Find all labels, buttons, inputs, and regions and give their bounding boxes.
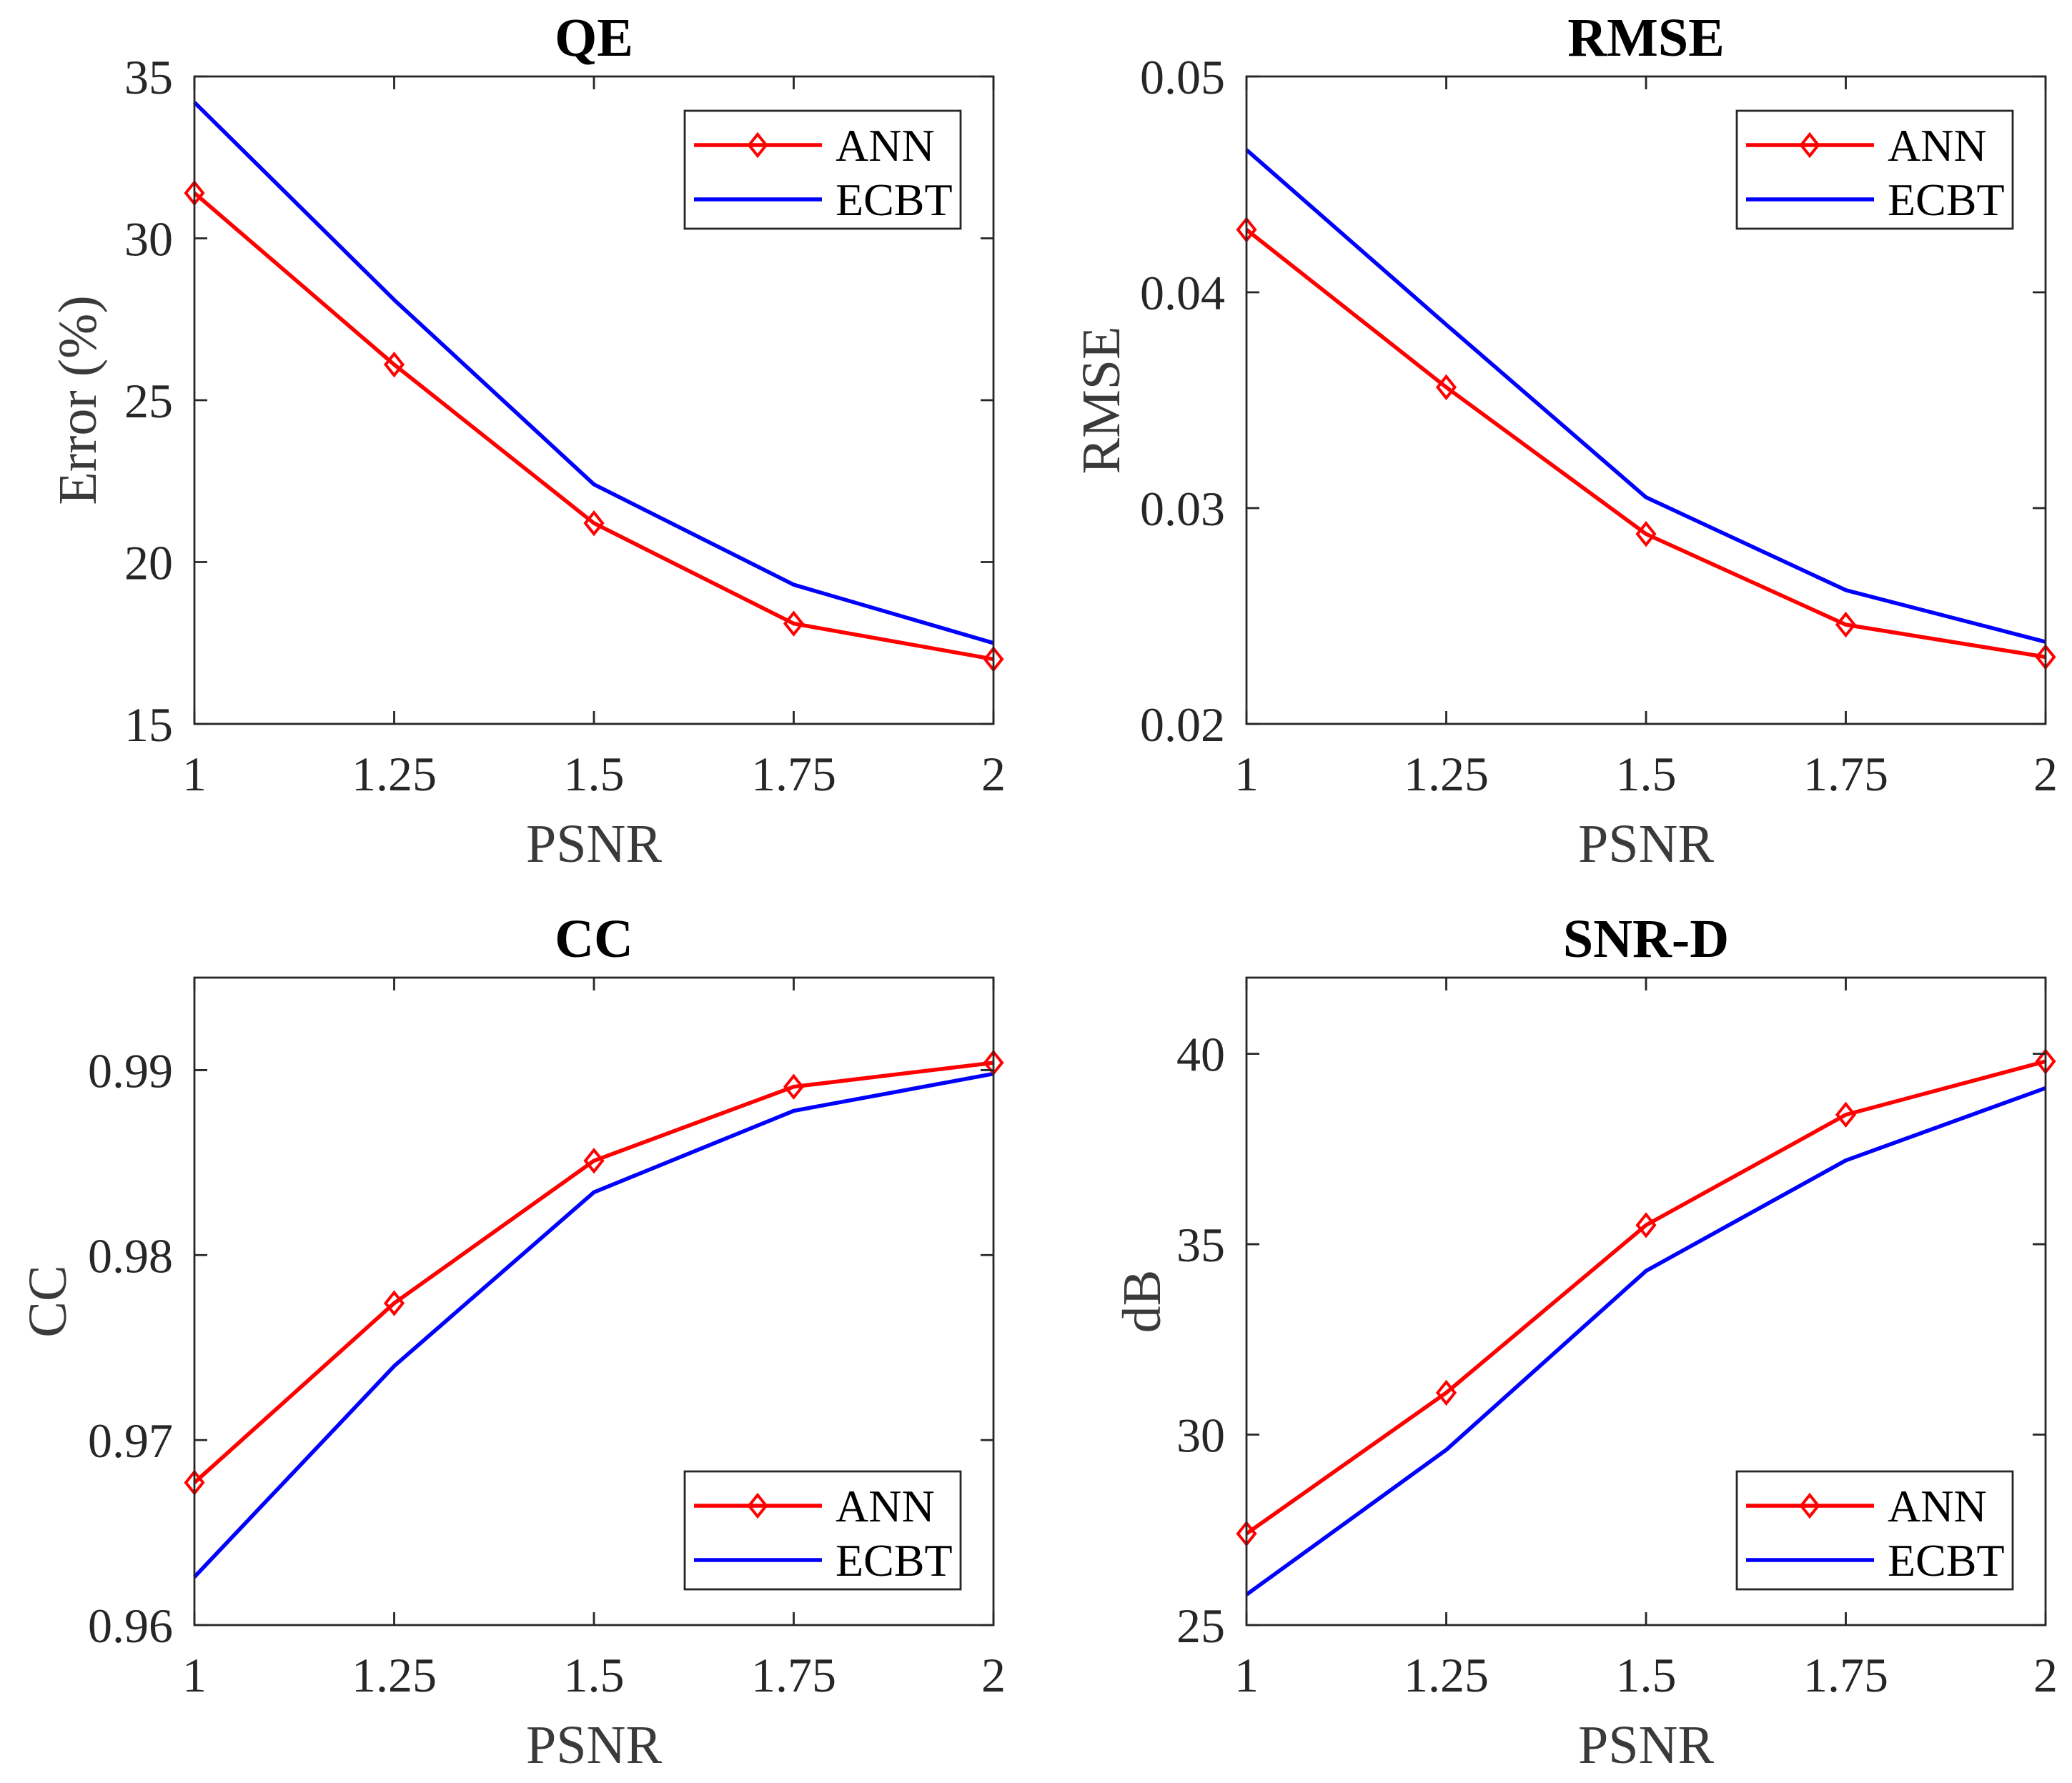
y-tick-label: 0.98 xyxy=(88,1228,173,1283)
legend-label-ecbt: ECBT xyxy=(836,174,953,225)
x-tick-label: 1.75 xyxy=(751,1648,836,1702)
y-tick-label: 40 xyxy=(1176,1028,1225,1082)
y-tick-label: 0.02 xyxy=(1140,697,1225,752)
x-tick-label: 1.5 xyxy=(1616,747,1677,801)
x-axis-label: PSNR xyxy=(1578,814,1714,874)
y-tick-label: 35 xyxy=(1176,1218,1225,1272)
legend-box xyxy=(1735,1470,2014,1591)
legend-label-ecbt: ECBT xyxy=(1888,174,2005,225)
series-line-ecbt xyxy=(193,1071,994,1579)
legend-marker-ann xyxy=(747,1492,768,1519)
y-axis-label: Error (%) xyxy=(48,295,108,505)
chart-qe: 1 1.25 1.5 1.75 2 15 20 25 30 35 QE PSNR Error (%) AN… xyxy=(48,8,1006,874)
x-tick-label: 2 xyxy=(981,747,1006,801)
data-point-ann xyxy=(383,1290,405,1316)
x-tick-label: 2 xyxy=(2033,1648,2058,1702)
data-point-ann xyxy=(1835,611,1857,638)
x-tick-label: 1 xyxy=(1234,747,1259,801)
legend-label-ann: ANN xyxy=(836,120,935,171)
x-tick-label: 1 xyxy=(1234,1648,1259,1702)
data-point-ann xyxy=(583,1148,605,1174)
x-tick-label: 2 xyxy=(2033,747,2058,801)
chart-cc: 1 1.25 1.5 1.75 2 0.96 0.97 0.98 0.99 CC PSNR CC ANN… xyxy=(18,909,1006,1775)
legend-marker-ann xyxy=(1799,1492,1820,1519)
y-tick-label: 20 xyxy=(124,536,173,590)
y-tick-label: 25 xyxy=(1176,1599,1225,1653)
x-tick-label: 1.25 xyxy=(1404,1648,1489,1702)
data-point-ann xyxy=(783,610,805,637)
x-tick-label: 1.25 xyxy=(352,747,437,801)
data-point-ann xyxy=(383,351,405,378)
x-tick-label: 1.25 xyxy=(352,1648,437,1702)
chart-title: CC xyxy=(555,909,633,969)
chart-title: SNR-D xyxy=(1563,909,1729,969)
y-axis-label: CC xyxy=(18,1265,78,1337)
data-point-ann xyxy=(1635,1212,1657,1238)
legend-label-ann: ANN xyxy=(836,1481,935,1531)
y-axis-label: dB xyxy=(1112,1270,1172,1333)
legend-label-ecbt: ECBT xyxy=(1888,1535,2005,1586)
legend-box xyxy=(683,1470,962,1591)
series-line-ann xyxy=(1245,228,2046,660)
y-tick-label: 35 xyxy=(124,50,173,104)
x-tick-label: 1.5 xyxy=(1616,1648,1677,1702)
chart-title: RMSE xyxy=(1567,8,1725,68)
series-line-ann xyxy=(193,192,994,662)
chart-title: QE xyxy=(555,8,633,68)
series-line-ecbt xyxy=(193,101,994,645)
legend-box xyxy=(683,109,962,230)
x-axis-label: PSNR xyxy=(1578,1715,1714,1775)
x-tick-label: 1.5 xyxy=(564,1648,625,1702)
legend-marker-ann xyxy=(1799,131,1820,159)
y-tick-label: 15 xyxy=(124,697,173,752)
x-axis-label: PSNR xyxy=(526,1715,662,1775)
x-tick-label: 1 xyxy=(182,747,207,801)
y-tick-label: 25 xyxy=(124,374,173,428)
data-point-ann xyxy=(1635,521,1657,547)
x-tick-label: 1.75 xyxy=(1803,747,1888,801)
y-tick-label: 0.03 xyxy=(1140,482,1225,536)
data-point-ann xyxy=(1435,374,1457,401)
legend-label-ann: ANN xyxy=(1888,1481,1987,1531)
data-point-ann xyxy=(1835,1101,1857,1128)
y-tick-label: 0.97 xyxy=(88,1414,173,1468)
y-tick-label: 0.05 xyxy=(1140,50,1225,104)
series-line-ecbt xyxy=(1245,148,2046,644)
series-line-ecbt xyxy=(1245,1086,2046,1596)
x-tick-label: 1.25 xyxy=(1404,747,1489,801)
legend-box xyxy=(1735,109,2014,230)
chart-rmse: 1 1.25 1.5 1.75 2 0.02 0.03 0.04 0.05 RMSE PSNR RMS… xyxy=(1071,8,2058,874)
x-tick-label: 2 xyxy=(981,1648,1006,1702)
data-point-ann xyxy=(783,1073,805,1100)
y-axis-label: RMSE xyxy=(1071,327,1131,475)
data-point-ann xyxy=(1435,1379,1457,1406)
legend-label-ecbt: ECBT xyxy=(836,1535,953,1586)
x-tick-label: 1.5 xyxy=(564,747,625,801)
series-line-ann xyxy=(193,1061,994,1484)
y-tick-label: 0.99 xyxy=(88,1043,173,1098)
y-tick-label: 0.04 xyxy=(1140,266,1225,320)
y-tick-label: 0.96 xyxy=(88,1599,173,1653)
series-line-ann xyxy=(1245,1059,2046,1536)
data-point-ann xyxy=(583,510,605,537)
legend-label-ann: ANN xyxy=(1888,120,1987,171)
x-tick-label: 1.75 xyxy=(1803,1648,1888,1702)
y-tick-label: 30 xyxy=(124,212,173,267)
legend-marker-ann xyxy=(747,131,768,159)
x-tick-label: 1.75 xyxy=(751,747,836,801)
x-tick-label: 1 xyxy=(182,1648,207,1702)
y-tick-label: 30 xyxy=(1176,1409,1225,1463)
x-axis-label: PSNR xyxy=(526,814,662,874)
